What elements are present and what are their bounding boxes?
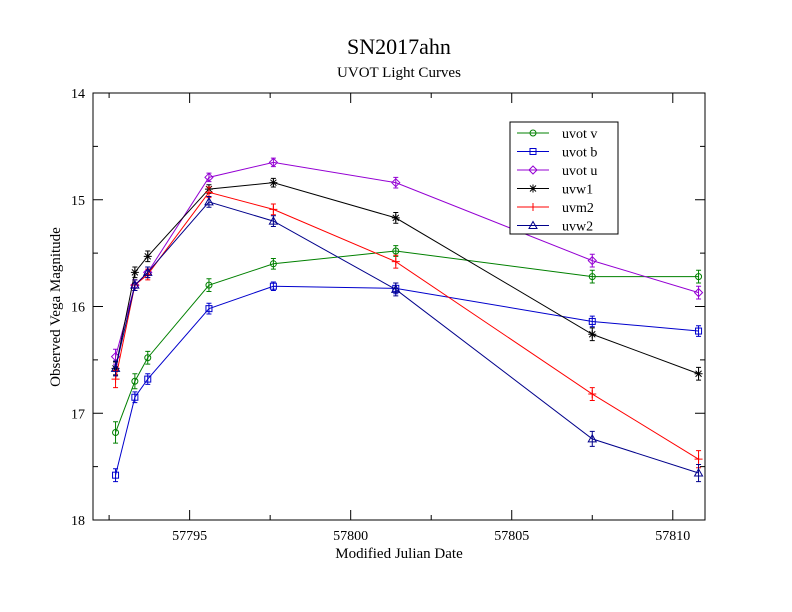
error-bar xyxy=(145,373,151,385)
error-bar xyxy=(145,350,151,365)
y-tick-label: 18 xyxy=(71,514,85,529)
error-bar xyxy=(589,315,595,328)
data-point xyxy=(269,205,278,214)
legend-label: uvw2 xyxy=(562,220,593,235)
x-axis: 57795 57800 57805 57810 xyxy=(108,93,690,544)
y-axis: 14 15 16 17 18 xyxy=(71,87,705,529)
data-point xyxy=(205,281,213,289)
data-point xyxy=(131,393,139,401)
data-point xyxy=(112,471,120,479)
data-point xyxy=(694,369,703,378)
x-tick-label: 57805 xyxy=(494,529,529,544)
data-point xyxy=(112,428,120,436)
x-tick-label: 57800 xyxy=(333,529,368,544)
legend-marker xyxy=(528,220,538,229)
error-bar xyxy=(132,391,138,404)
error-bar xyxy=(132,373,138,390)
legend-entry-uvot-v: uvot v xyxy=(517,127,597,142)
legend-marker xyxy=(529,184,537,193)
error-bar xyxy=(696,269,702,284)
y-tick-label: 16 xyxy=(71,301,85,316)
series-line-uvw2 xyxy=(115,201,699,474)
data-point xyxy=(693,468,704,477)
series-uvw2 xyxy=(110,196,704,483)
legend-label: uvw1 xyxy=(562,183,593,198)
data-point xyxy=(130,280,140,289)
legend-label: uvot u xyxy=(562,164,597,179)
data-point xyxy=(391,177,401,188)
data-point xyxy=(269,282,277,290)
data-point xyxy=(391,213,400,222)
y-axis-label: Observed Vega Magnitude xyxy=(48,227,64,387)
y-tick-label: 17 xyxy=(71,407,85,422)
data-point xyxy=(587,255,597,266)
series-line-uvot-v xyxy=(115,250,699,433)
legend-label: uvm2 xyxy=(562,201,594,216)
legend: uvot v uvot b uvot u uvw1 uvm2 uvw2 xyxy=(509,121,619,235)
error-bar xyxy=(113,421,119,444)
error-bar xyxy=(589,269,595,284)
legend-entry-uvw1: uvw1 xyxy=(517,183,593,198)
series-uvot-b xyxy=(112,281,703,483)
legend-entry-uvot-b: uvot b xyxy=(517,146,597,161)
data-point xyxy=(588,330,597,339)
series-layer xyxy=(110,157,704,483)
data-point xyxy=(131,377,139,385)
x-tick-label: 57795 xyxy=(172,529,207,544)
y-tick-label: 15 xyxy=(71,194,85,209)
data-point xyxy=(391,257,400,266)
legend-label: uvot b xyxy=(562,146,597,161)
data-point xyxy=(268,216,279,225)
data-point xyxy=(587,433,598,443)
data-point xyxy=(390,284,401,293)
error-bar xyxy=(696,325,702,337)
data-point xyxy=(110,363,121,372)
x-axis-label: Modified Julian Date xyxy=(335,546,463,562)
data-point xyxy=(588,390,597,399)
data-point xyxy=(142,267,153,276)
data-point xyxy=(694,455,703,464)
data-point xyxy=(588,317,596,325)
error-bar xyxy=(206,278,212,293)
x-tick-label: 57810 xyxy=(655,529,690,544)
series-uvot-v xyxy=(112,245,703,444)
error-bar xyxy=(696,463,702,483)
data-point xyxy=(111,375,120,384)
data-point xyxy=(268,157,279,168)
error-bar xyxy=(113,468,119,483)
data-point xyxy=(144,375,152,383)
data-point xyxy=(269,260,277,268)
data-point xyxy=(205,305,213,313)
data-point xyxy=(130,268,139,277)
data-point xyxy=(392,247,400,255)
legend-label: uvot v xyxy=(562,127,597,142)
data-point xyxy=(143,252,152,261)
data-point xyxy=(204,188,213,197)
data-point xyxy=(204,196,214,206)
legend-marker xyxy=(528,165,538,175)
y-tick-label: 14 xyxy=(71,87,85,102)
legend-marker xyxy=(529,129,537,137)
legend-marker xyxy=(529,203,537,211)
data-point xyxy=(695,327,703,335)
data-point xyxy=(693,287,704,298)
legend-entry-uvw2: uvw2 xyxy=(517,220,593,235)
error-bar xyxy=(270,257,276,270)
data-point xyxy=(204,172,214,183)
legend-box xyxy=(509,121,619,235)
legend-entry-uvot-u: uvot u xyxy=(517,164,597,179)
legend-marker xyxy=(529,148,537,155)
data-point xyxy=(144,354,152,362)
data-point xyxy=(269,178,278,187)
error-bar xyxy=(206,302,212,315)
chart-subtitle: UVOT Light Curves xyxy=(337,65,461,81)
legend-entry-uvm2: uvm2 xyxy=(517,201,594,216)
data-point xyxy=(695,273,703,281)
data-point xyxy=(588,273,596,281)
chart-title: SN2017ahn xyxy=(347,34,451,59)
